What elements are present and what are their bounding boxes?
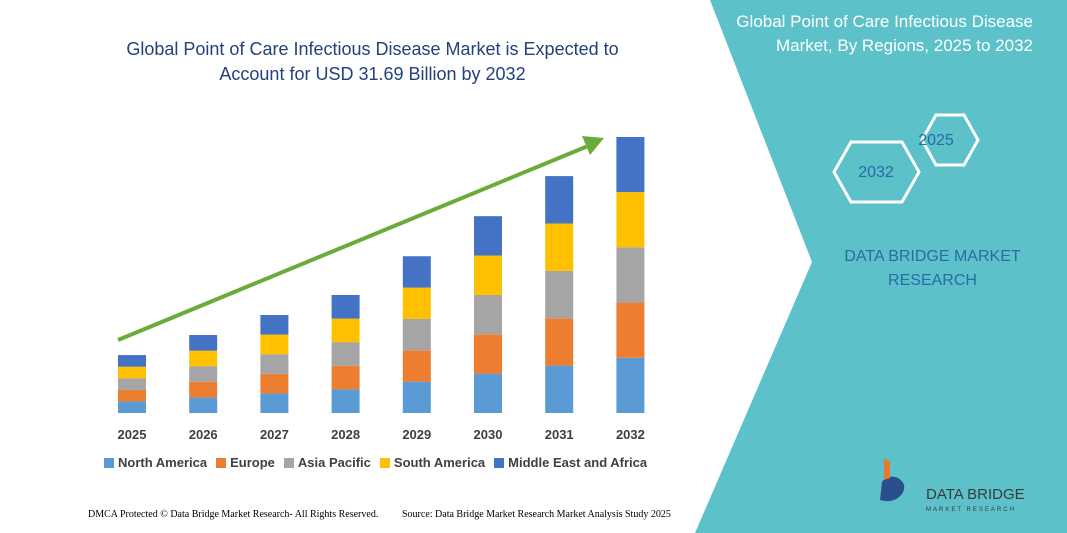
bar-segment (118, 366, 146, 379)
bar-segment (474, 255, 502, 295)
bar-segment (402, 256, 431, 288)
bar-segment (545, 270, 574, 319)
bar-segment (616, 192, 645, 248)
x-tick-label: 2027 (260, 427, 289, 442)
bar-segment (189, 366, 218, 382)
footer-note: DMCA Protected © Data Bridge Market Rese… (88, 509, 379, 520)
bar-segment (474, 373, 502, 413)
bar-segment (545, 318, 574, 366)
bar-segment (189, 350, 218, 367)
footer-source: Source: Data Bridge Market Research Mark… (402, 509, 671, 520)
x-tick-label: 2029 (402, 427, 431, 442)
bar-segment (189, 397, 218, 413)
logo-name: DATA BRIDGE (926, 486, 1025, 503)
legend-swatch (216, 457, 227, 468)
legend-swatch (283, 457, 294, 468)
bar-segment (331, 342, 360, 366)
bar-segment (474, 334, 502, 374)
logo-mark (884, 458, 890, 480)
hexagon (832, 140, 921, 204)
bar-segment (545, 223, 574, 271)
bar-segment (260, 373, 289, 394)
bar-segment (402, 350, 431, 382)
x-tick-label: 2030 (474, 427, 503, 442)
logo-mark (880, 476, 905, 502)
bar-segment (402, 287, 431, 319)
bar-segment (189, 381, 218, 398)
legend-swatch (104, 457, 114, 468)
legend-item: North America (104, 455, 207, 470)
bar-segment (545, 176, 574, 224)
bar-segment (474, 216, 502, 256)
legend-item: Asia Pacific (283, 455, 371, 470)
bar-segment (545, 365, 574, 413)
bar-segment (118, 355, 146, 367)
logo-tagline: MARKET RESEARCH (926, 507, 1016, 513)
legend-label: Europe (230, 455, 275, 470)
legend-label: South America (393, 455, 486, 470)
bar-segment (118, 401, 146, 413)
legend-label: Middle East and Africa (508, 455, 648, 470)
trend-arrow (117, 144, 589, 342)
bar-segment (616, 302, 645, 358)
bar-segment (331, 318, 360, 343)
x-tick-label: 2032 (616, 427, 645, 442)
bar-segment (331, 294, 360, 319)
x-tick-label: 2026 (189, 427, 218, 442)
legend-swatch (379, 457, 390, 468)
hex-label: 2025 (918, 132, 954, 149)
bar-segment (118, 378, 146, 390)
x-tick-label: 2031 (545, 427, 574, 442)
bar-segment (260, 393, 289, 413)
x-tick-label: 2025 (118, 427, 147, 442)
legend-label: North America (118, 455, 208, 470)
hex-label: 2032 (858, 164, 894, 181)
arrow-head (582, 136, 604, 155)
bar-segment (616, 137, 645, 193)
bar-segment (189, 335, 218, 351)
legend-item: Europe (216, 455, 275, 470)
legend-swatch (494, 457, 505, 468)
legend-label: Asia Pacific (297, 455, 371, 470)
bar-segment (474, 294, 502, 335)
bar-segment (260, 315, 289, 335)
hexagon (920, 113, 980, 167)
bar-segment (331, 365, 360, 390)
x-tick-label: 2028 (331, 427, 360, 442)
panel-title: Global Point of Care Infectious Disease … (736, 12, 1033, 55)
legend-item: Middle East and Africa (494, 455, 647, 470)
bar-segment (402, 381, 431, 413)
bar-segment (260, 334, 289, 355)
brand: DATA BRIDGE MARKET RESEARCH (844, 248, 1021, 289)
legend-item: South America (379, 455, 486, 470)
chart-title: Global Point of Care Infectious Disease … (126, 39, 619, 84)
bar-segment (260, 354, 289, 374)
bar-segment (616, 357, 645, 413)
bar-segment (118, 389, 146, 402)
legend: North America Europe Asia Pacific South Ame… (104, 455, 647, 470)
bar-segment (616, 247, 645, 303)
bar-segment (402, 318, 431, 351)
bar-segment (331, 389, 360, 413)
